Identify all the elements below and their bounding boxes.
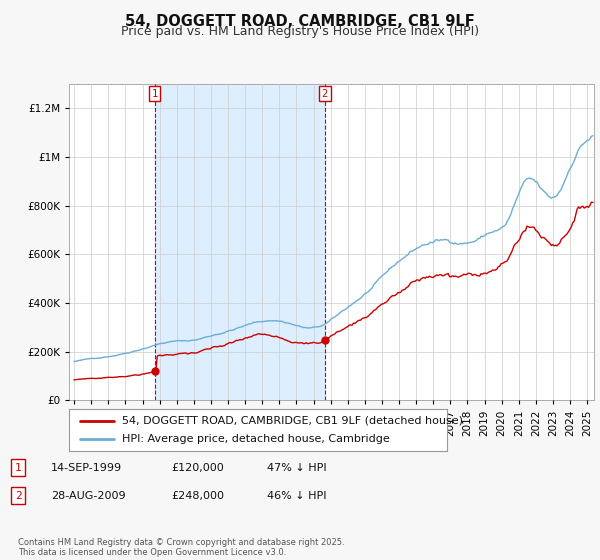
Bar [155, 84, 325, 400]
Text: 14-SEP-1999: 14-SEP-1999 [51, 463, 122, 473]
Text: 1: 1 [14, 463, 22, 473]
Text: 28-AUG-2009: 28-AUG-2009 [51, 491, 125, 501]
Text: HPI: Average price, detached house, Cambridge: HPI: Average price, detached house, Camb… [122, 435, 389, 445]
Text: 1: 1 [152, 88, 158, 99]
Text: 54, DOGGETT ROAD, CAMBRIDGE, CB1 9LF: 54, DOGGETT ROAD, CAMBRIDGE, CB1 9LF [125, 14, 475, 29]
Text: Contains HM Land Registry data © Crown copyright and database right 2025.
This d: Contains HM Land Registry data © Crown c… [18, 538, 344, 557]
Text: 2: 2 [322, 88, 328, 99]
Text: 2: 2 [14, 491, 22, 501]
Text: £248,000: £248,000 [171, 491, 224, 501]
Text: Price paid vs. HM Land Registry's House Price Index (HPI): Price paid vs. HM Land Registry's House … [121, 25, 479, 38]
Text: 46% ↓ HPI: 46% ↓ HPI [267, 491, 326, 501]
Text: £120,000: £120,000 [171, 463, 224, 473]
Text: 54, DOGGETT ROAD, CAMBRIDGE, CB1 9LF (detached house): 54, DOGGETT ROAD, CAMBRIDGE, CB1 9LF (de… [122, 416, 463, 426]
Text: 47% ↓ HPI: 47% ↓ HPI [267, 463, 326, 473]
